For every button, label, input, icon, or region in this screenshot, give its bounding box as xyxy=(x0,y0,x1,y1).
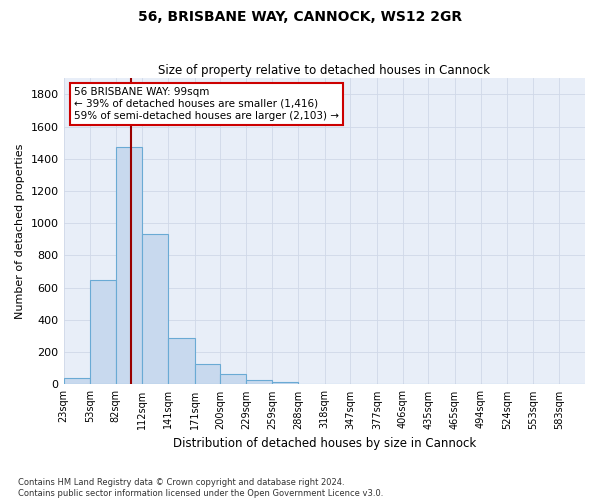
X-axis label: Distribution of detached houses by size in Cannock: Distribution of detached houses by size … xyxy=(173,437,476,450)
Y-axis label: Number of detached properties: Number of detached properties xyxy=(15,144,25,319)
Title: Size of property relative to detached houses in Cannock: Size of property relative to detached ho… xyxy=(158,64,490,77)
Bar xyxy=(194,364,220,384)
Text: 56, BRISBANE WAY, CANNOCK, WS12 2GR: 56, BRISBANE WAY, CANNOCK, WS12 2GR xyxy=(138,10,462,24)
Text: 56 BRISBANE WAY: 99sqm
← 39% of detached houses are smaller (1,416)
59% of semi-: 56 BRISBANE WAY: 99sqm ← 39% of detached… xyxy=(74,88,339,120)
Text: Contains HM Land Registry data © Crown copyright and database right 2024.
Contai: Contains HM Land Registry data © Crown c… xyxy=(18,478,383,498)
Bar xyxy=(272,382,298,384)
Bar xyxy=(90,280,116,384)
Bar xyxy=(142,234,168,384)
Bar xyxy=(220,374,246,384)
Bar xyxy=(246,380,272,384)
Bar xyxy=(116,148,142,384)
Bar xyxy=(64,378,90,384)
Bar xyxy=(168,338,194,384)
